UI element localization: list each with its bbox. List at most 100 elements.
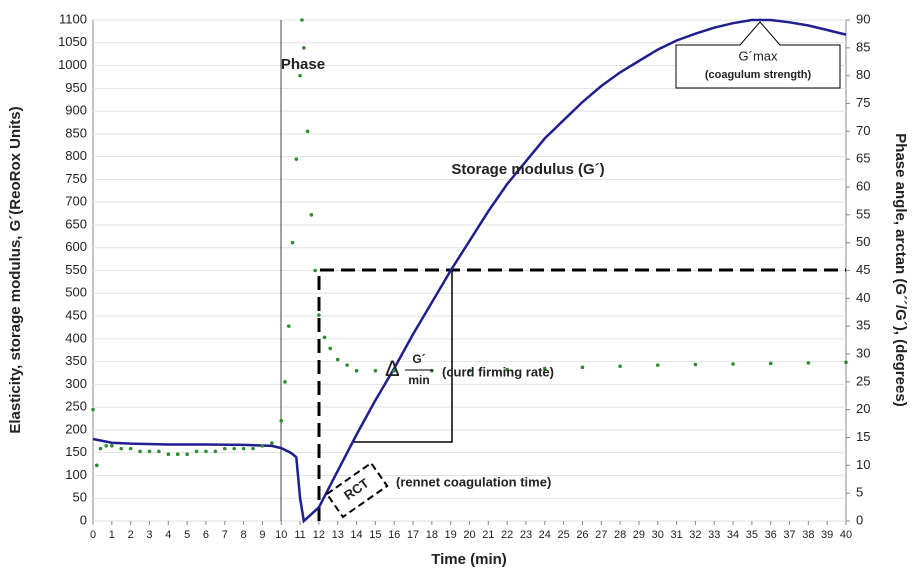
phase-point xyxy=(232,446,236,451)
x-tick-label: 32 xyxy=(689,529,701,541)
y-tick-label: 850 xyxy=(65,125,87,140)
y-tick-label: 950 xyxy=(65,80,87,95)
x-tick-label: 40 xyxy=(840,529,852,541)
y2-tick-label: 90 xyxy=(856,11,870,26)
phase-point xyxy=(286,324,291,328)
phase-point xyxy=(294,157,299,161)
y-tick-label: 0 xyxy=(80,512,87,527)
rct-group: RCT xyxy=(325,461,389,519)
frac-den: min xyxy=(408,373,429,387)
phase-point xyxy=(166,452,171,457)
phase-point xyxy=(430,368,434,373)
phase-point xyxy=(251,446,255,451)
y2-tick-label: 15 xyxy=(856,429,870,444)
phase-point xyxy=(313,268,317,273)
rct-box xyxy=(325,461,389,519)
phase-point xyxy=(298,73,302,78)
phase-point xyxy=(138,449,142,454)
x-tick-label: 33 xyxy=(708,529,720,541)
phase-point xyxy=(279,419,284,423)
phase-point xyxy=(693,362,698,367)
x-tick-label: 30 xyxy=(652,529,664,541)
phase-point xyxy=(91,407,95,412)
x-tick-label: 23 xyxy=(520,529,532,541)
y2-tick-label: 0 xyxy=(856,512,863,527)
y-axis-title: Elasticity, storage modulus, G´(ReoRox U… xyxy=(7,106,24,433)
y2-tick-label: 65 xyxy=(856,151,870,166)
y2-tick-label: 45 xyxy=(856,262,870,277)
y-tick-label: 500 xyxy=(65,285,87,300)
phase-point xyxy=(844,360,848,365)
y-tick-label: 150 xyxy=(65,444,87,459)
x-tick-label: 26 xyxy=(576,529,588,541)
rate-triangle xyxy=(352,270,453,443)
gmax-label: G´max xyxy=(739,48,779,63)
x-tick-label: 4 xyxy=(165,529,171,541)
grid xyxy=(93,19,846,522)
y2-tick-label: 60 xyxy=(856,178,870,193)
y2-tick-label: 40 xyxy=(856,290,870,305)
y2-tick-label: 55 xyxy=(856,206,870,221)
x-tick-label: 8 xyxy=(241,529,247,541)
y-tick-label: 350 xyxy=(65,353,87,368)
y-tick-label: 50 xyxy=(73,490,87,505)
phase-point xyxy=(305,129,310,134)
phase-point xyxy=(147,449,152,454)
phase-point xyxy=(309,213,314,217)
phase-point xyxy=(768,361,773,366)
phase-point xyxy=(241,446,246,451)
x-tick-label: 15 xyxy=(369,529,381,541)
y-tick-label: 250 xyxy=(65,399,87,414)
phase-point xyxy=(213,449,218,454)
phase-point xyxy=(345,363,349,367)
y2-tick-label: 75 xyxy=(856,95,870,110)
x-tick-label: 17 xyxy=(407,529,419,541)
x-tick-label: 36 xyxy=(765,529,777,541)
x-tick-label: 37 xyxy=(783,529,795,541)
phase-label: Phase xyxy=(281,56,325,73)
phase-point xyxy=(580,365,585,370)
phase-point xyxy=(283,380,287,384)
x-tick-label: 38 xyxy=(802,529,814,541)
rate-label: (curd firming rate) xyxy=(442,364,554,379)
y-tick-label: 200 xyxy=(65,421,87,436)
phase-point xyxy=(655,363,660,367)
x-tick-label: 13 xyxy=(332,529,344,541)
phase-point xyxy=(94,463,99,468)
phase-point xyxy=(290,240,295,245)
y2-tick-label: 5 xyxy=(856,485,863,500)
x-tick-label: 28 xyxy=(614,529,626,541)
y-tick-label: 900 xyxy=(65,103,87,118)
y2-tick-label: 35 xyxy=(856,318,870,333)
x-tick-label: 19 xyxy=(445,529,457,541)
phase-point xyxy=(731,362,735,366)
x-tick-label: 3 xyxy=(146,529,152,541)
y2-tick-label: 25 xyxy=(856,373,870,388)
y2-tick-label: 10 xyxy=(856,457,870,472)
x-tick-label: 21 xyxy=(482,529,494,541)
y-tick-label: 1050 xyxy=(58,34,87,49)
x-tick-label: 35 xyxy=(746,529,758,541)
x-tick-label: 29 xyxy=(633,529,645,541)
phase-point xyxy=(175,452,180,457)
y-tick-label: 600 xyxy=(65,239,87,254)
x-tick-label: 6 xyxy=(203,529,209,541)
x-tick-label: 7 xyxy=(222,529,228,541)
storage-line xyxy=(92,18,847,524)
x-tick-label: 27 xyxy=(595,529,607,541)
y-tick-label: 700 xyxy=(65,194,87,209)
y2-tick-label: 30 xyxy=(856,345,870,360)
x-tick-label: 39 xyxy=(821,529,833,541)
phase-point xyxy=(354,368,359,373)
y-tick-label: 100 xyxy=(65,467,87,482)
y-tick-label: 300 xyxy=(65,376,87,391)
x-tick-label: 18 xyxy=(426,529,438,541)
delta: Δ xyxy=(385,356,400,381)
phase-point xyxy=(98,446,103,451)
frac-num: G´ xyxy=(412,352,425,366)
x-tick-label: 20 xyxy=(463,529,475,541)
phase-point xyxy=(222,446,227,451)
x-tick-label: 12 xyxy=(313,529,325,541)
